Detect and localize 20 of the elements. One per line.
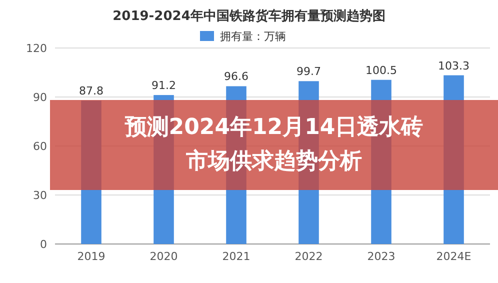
data-label: 103.3: [438, 59, 470, 72]
chart-title: 2019-2024年中国铁路货车拥有量预测趋势图: [112, 8, 386, 24]
data-label: 96.6: [224, 70, 248, 84]
data-label: 87.8: [79, 84, 104, 98]
x-tick-label: 2020: [150, 250, 178, 263]
data-label: 99.7: [296, 65, 321, 78]
y-tick-label: 120: [26, 42, 47, 55]
x-tick-label: 2023: [367, 250, 396, 263]
data-label: 100.5: [366, 64, 397, 77]
data-label: 91.2: [152, 79, 176, 92]
x-tick-label: 2022: [294, 250, 323, 263]
y-tick-label: 30: [33, 189, 47, 202]
x-tick-label: 2021: [222, 250, 250, 263]
y-tick-label: 0: [40, 238, 47, 251]
y-tick-label: 60: [33, 140, 47, 153]
legend-label: 拥有量：万辆: [220, 30, 286, 43]
y-tick-label: 90: [33, 91, 47, 104]
annotation: 预测2024年12月14日透水砖市场供求趋势分析: [124, 114, 424, 176]
x-tick-label: 2019: [77, 250, 106, 263]
x-tick-label: 2024E: [436, 250, 472, 263]
